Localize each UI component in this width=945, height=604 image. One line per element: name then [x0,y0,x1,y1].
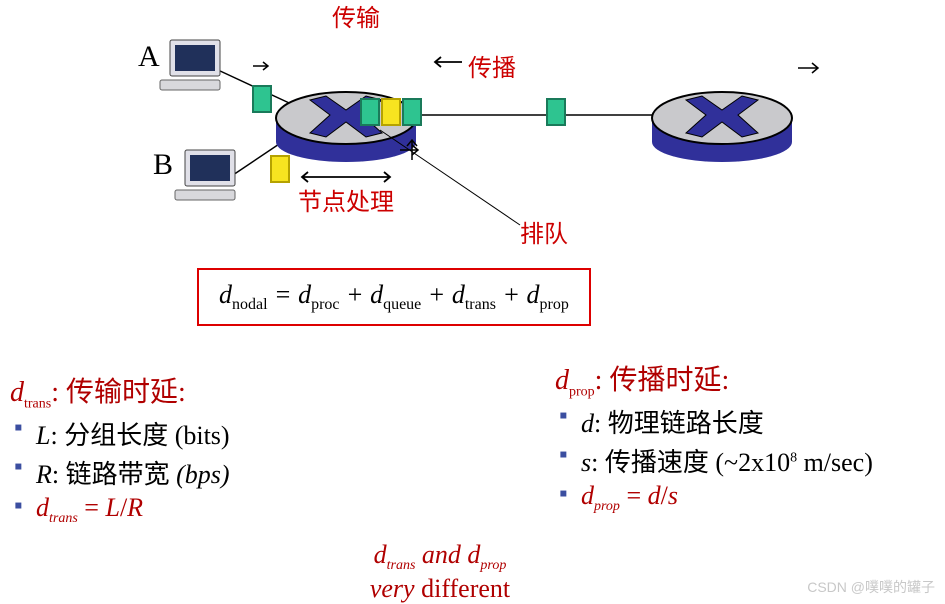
label-queue: 排队 [520,214,568,249]
label-transmit: 传输 [332,0,380,33]
router-2-icon [652,92,792,162]
list-item: d: 物理链路长度 [555,403,945,440]
host-a-label: A [138,40,160,74]
formula-box: dnodal = dproc + dqueue + dtrans + dprop [197,268,591,326]
packet-green-icon [360,98,380,126]
center-note-line1: dtrans and dprop [310,540,570,574]
label-node-proc: 节点处理 [298,182,394,217]
list-item: s: 传播速度 (~2x108 m/sec) [555,442,945,479]
dtrans-title: dtrans: 传输时延: [10,370,430,413]
watermark: CSDN @噗噗的罐子 [807,577,935,597]
dtrans-list: L: 分组长度 (bits) R: 链路带宽 (bps) dtrans = L/… [10,415,430,527]
computer-a-icon [160,40,220,90]
formula-lhs-sub: nodal [232,296,268,313]
center-note-line2: very different [310,574,570,604]
host-b-label: B [153,148,173,182]
list-item: L: 分组长度 (bits) [10,415,430,452]
packet-green-icon [252,85,272,113]
list-item: R: 链路带宽 (bps) [10,454,430,491]
packet-green-icon [402,98,422,126]
label-propagate: 传播 [468,48,516,83]
packet-yellow-icon [270,155,290,183]
network-diagram [0,0,945,260]
packet-yellow-icon [381,98,401,126]
list-item: dprop = d/s [555,481,945,515]
computer-b-icon [175,150,235,200]
list-item: dtrans = L/R [10,493,430,527]
dtrans-block: dtrans: 传输时延: L: 分组长度 (bits) R: 链路带宽 (bp… [10,370,430,529]
formula-lhs-var: d [219,280,232,309]
dprop-title: dprop: 传播时延: [555,358,945,401]
packet-green-icon [546,98,566,126]
dprop-list: d: 物理链路长度 s: 传播速度 (~2x108 m/sec) dprop =… [555,403,945,515]
center-note: dtrans and dprop very different [310,540,570,604]
dprop-block: dprop: 传播时延: d: 物理链路长度 s: 传播速度 (~2x108 m… [555,358,945,517]
